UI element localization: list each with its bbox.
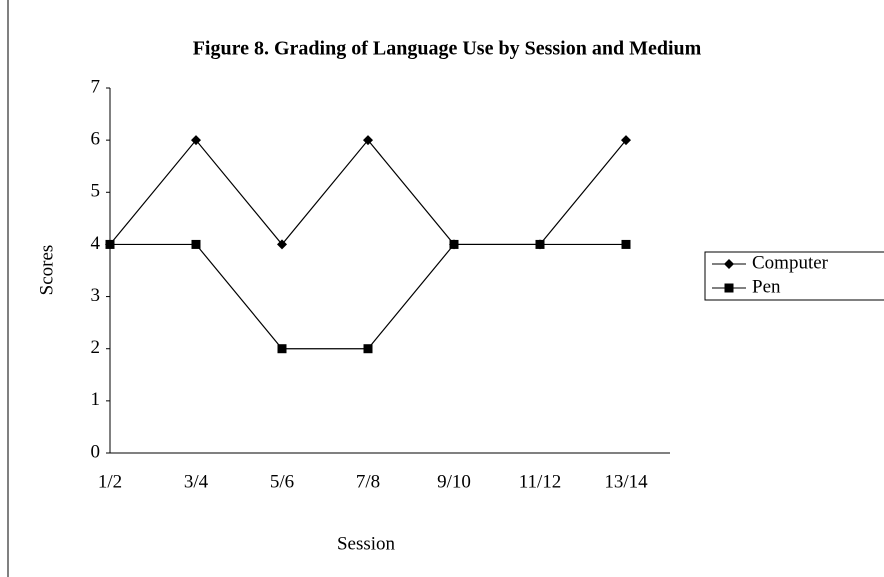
x-tick-label: 13/14	[604, 471, 648, 492]
chart-title: Figure 8. Grading of Language Use by Ses…	[193, 38, 702, 60]
y-axis-label: Scores	[36, 245, 57, 296]
y-tick-label: 6	[91, 129, 101, 150]
x-tick-label: 5/6	[270, 471, 294, 492]
series-line	[110, 243, 626, 350]
marker	[621, 135, 631, 146]
y-tick-label: 1	[91, 389, 101, 410]
marker	[105, 239, 115, 249]
x-tick-label: 1/2	[98, 471, 122, 492]
marker	[191, 135, 201, 146]
x-tick-label: 11/12	[519, 471, 562, 492]
legend-label: Pen	[752, 276, 781, 297]
y-tick-label: 0	[91, 441, 101, 462]
series-line	[109, 139, 627, 246]
y-tick-label: 3	[91, 285, 101, 306]
y-tick-label: 2	[91, 337, 101, 358]
y-tick-label: 7	[91, 76, 101, 97]
x-tick-label: 3/4	[184, 471, 209, 492]
legend-marker	[724, 283, 734, 293]
marker	[363, 344, 373, 354]
marker	[191, 239, 201, 249]
x-tick-label: 7/8	[356, 471, 380, 492]
x-tick-label: 9/10	[437, 471, 471, 492]
y-tick-label: 5	[91, 181, 101, 202]
x-axis-label: Session	[337, 533, 396, 554]
marker	[277, 239, 287, 250]
legend-box	[704, 251, 884, 301]
y-tick-label: 4	[91, 233, 101, 254]
marker	[535, 239, 545, 249]
marker	[449, 239, 459, 249]
marker	[621, 239, 631, 249]
marker	[277, 344, 287, 354]
legend-marker	[724, 259, 734, 269]
legend-label: Computer	[752, 252, 829, 273]
marker	[363, 135, 373, 146]
